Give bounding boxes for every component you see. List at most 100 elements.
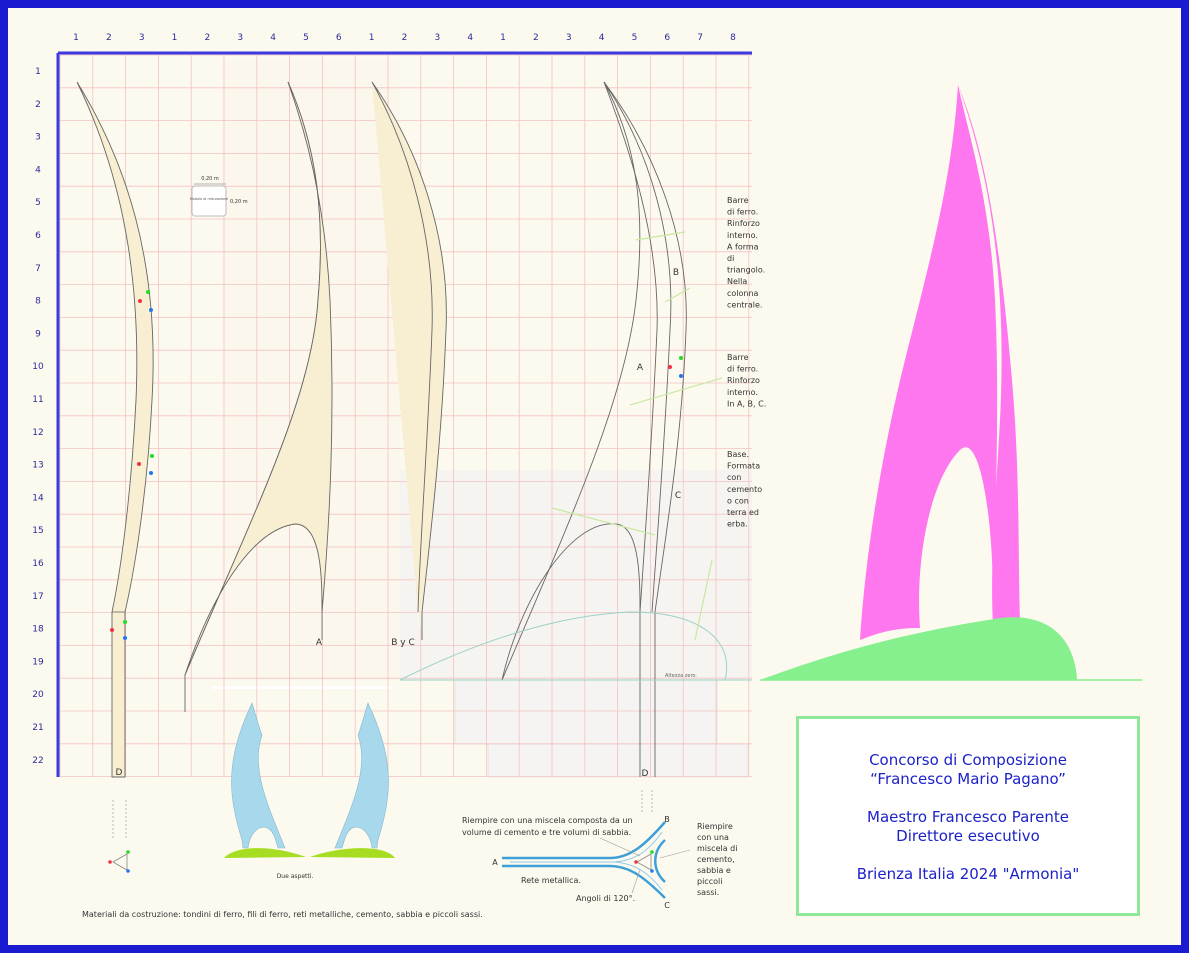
fill-text-line: piccoli xyxy=(697,877,722,886)
annotation-line: Nella xyxy=(727,277,747,286)
left-axis-number: 20 xyxy=(32,690,44,700)
top-axis-number: 6 xyxy=(336,33,342,43)
small-triangle-detail xyxy=(108,800,130,873)
annotation-line: Rinforzo xyxy=(727,376,760,385)
top-axis-number: 3 xyxy=(566,33,572,43)
left-axis-number: 9 xyxy=(35,329,41,339)
annotation-barre-abc: Barre di ferro. Rinforzo interno. In A, B, C… xyxy=(727,353,766,408)
due-aspetti-caption: Due aspetti. xyxy=(277,873,314,880)
left-axis-number: 6 xyxy=(35,231,41,241)
left-axis-number: 8 xyxy=(35,297,41,307)
marker-dot xyxy=(149,308,153,312)
top-axis-number: 2 xyxy=(402,33,408,43)
annotation-line: centrale. xyxy=(727,300,762,309)
title-line3: Maestro Francesco Parente xyxy=(867,808,1069,826)
left-axis-number: 4 xyxy=(35,165,41,175)
left-axis-number: 10 xyxy=(32,362,44,372)
top-axis-number: 2 xyxy=(205,33,211,43)
annotation-line: Barre xyxy=(727,196,749,205)
left-axis-number: 19 xyxy=(32,657,44,667)
mix-text-line2: volume di cemento e tre volumi di sabbia… xyxy=(462,828,631,837)
annotation-line: interno. xyxy=(727,388,758,397)
annotation-line: In A, B, C. xyxy=(727,399,766,408)
marker-dot xyxy=(123,636,127,640)
panel xyxy=(487,743,749,778)
panel xyxy=(400,470,752,680)
top-axis-number: 3 xyxy=(237,33,243,43)
flame-left xyxy=(860,85,998,640)
annotation-line: interno. xyxy=(727,231,758,240)
label-d-right: D xyxy=(642,769,649,779)
label-altezza-zero: Altezza zero. xyxy=(665,673,697,679)
annotation-line: di ferro. xyxy=(727,365,758,374)
annotation-line: Formata xyxy=(727,462,760,471)
annotation-line: o con xyxy=(727,496,749,505)
green-base xyxy=(760,617,1077,680)
top-axis-number: 1 xyxy=(369,33,375,43)
title-box: Concorso di Composizione “Francesco Mari… xyxy=(796,716,1140,916)
label-a-column: A xyxy=(316,638,323,648)
left-axis-number: 16 xyxy=(32,559,44,569)
annotation-line: A forma xyxy=(727,242,759,251)
fill-text-line: miscela di xyxy=(697,844,737,853)
left-axis-number: 15 xyxy=(32,526,43,536)
marker-dot xyxy=(146,290,150,294)
annotation-line: terra ed xyxy=(727,508,759,517)
label-a-assembly: A xyxy=(637,363,644,373)
label-b-assembly: B xyxy=(673,268,679,278)
annotation-base: Base. Formata con cemento o con terra ed erba. xyxy=(727,450,762,529)
annotation-line: cemento xyxy=(727,485,762,494)
annotation-barre-triangolo: Barre di ferro. Rinforzo interno. A forma di t… xyxy=(727,196,765,309)
top-axis-number: 1 xyxy=(500,33,506,43)
annotation-line: con xyxy=(727,473,741,482)
module-caption: Modulo di misurazione xyxy=(190,197,228,201)
annotation-line: Base. xyxy=(727,450,749,459)
top-axis-number: 1 xyxy=(73,33,79,43)
fill-instructions: Riempire con una miscela di cemento, sabbia … xyxy=(697,822,737,897)
fill-text-line: Riempire xyxy=(697,822,733,831)
left-axis-number: 22 xyxy=(32,756,43,766)
marker-dot xyxy=(123,620,127,624)
flame-right xyxy=(958,85,1020,625)
due-aspetti-illustration: Due aspetti. xyxy=(224,702,395,880)
module-legend: 0,20 m 0,20 m Modulo di misurazione xyxy=(190,176,248,217)
label-c-assembly: C xyxy=(675,491,681,501)
panel xyxy=(454,679,718,745)
top-axis-number: 3 xyxy=(434,33,440,43)
top-axis-numbers: 1 2 3 1 2 3 4 5 6 1 2 3 4 1 2 3 4 5 6 7 8 xyxy=(73,33,736,43)
marker-dot xyxy=(149,471,153,475)
mix-text-line1: Riempire con una miscela composta da un xyxy=(462,816,633,825)
top-axis-number: 6 xyxy=(664,33,670,43)
top-axis-number: 1 xyxy=(172,33,178,43)
top-axis-number: 5 xyxy=(303,33,309,43)
module-width-label: 0,20 m xyxy=(201,176,219,182)
column-d-profile: D xyxy=(76,81,154,778)
rete-label: Rete metallica. xyxy=(521,876,581,885)
fill-text-line: sassi. xyxy=(697,888,719,897)
section-label-c: C xyxy=(664,901,670,910)
fill-text-line: cemento, xyxy=(697,855,735,864)
top-axis-number: 2 xyxy=(533,33,539,43)
top-axis-number: 4 xyxy=(467,33,473,43)
angoli-label: Angoli di 120°. xyxy=(576,894,635,903)
annotation-line: erba. xyxy=(727,520,748,529)
left-axis-number: 12 xyxy=(32,428,43,438)
top-axis-number: 7 xyxy=(697,33,703,43)
top-axis-number: 2 xyxy=(106,33,112,43)
marker-dot xyxy=(138,299,142,303)
materials-text: Materiali da costruzione: tondini di fer… xyxy=(82,910,483,919)
column-a-profile: A xyxy=(184,81,333,712)
title-line2: “Francesco Mario Pagano” xyxy=(870,770,1066,788)
left-axis-number: 3 xyxy=(35,133,41,143)
top-axis-number: 5 xyxy=(632,33,638,43)
title-line4: Direttore esecutivo xyxy=(896,827,1040,845)
top-axis-number: 4 xyxy=(270,33,276,43)
left-axis-number: 21 xyxy=(32,723,43,733)
annotation-line: colonna xyxy=(727,289,759,298)
module-height-label: 0,20 m xyxy=(230,199,248,205)
marker-dot xyxy=(110,628,114,632)
label-byc-column: B y C xyxy=(391,638,415,648)
annotation-line: Barre xyxy=(727,353,749,362)
cross-section-diagram: A B C Riempire con una miscela composta … xyxy=(462,790,691,910)
top-axis-number: 3 xyxy=(139,33,145,43)
